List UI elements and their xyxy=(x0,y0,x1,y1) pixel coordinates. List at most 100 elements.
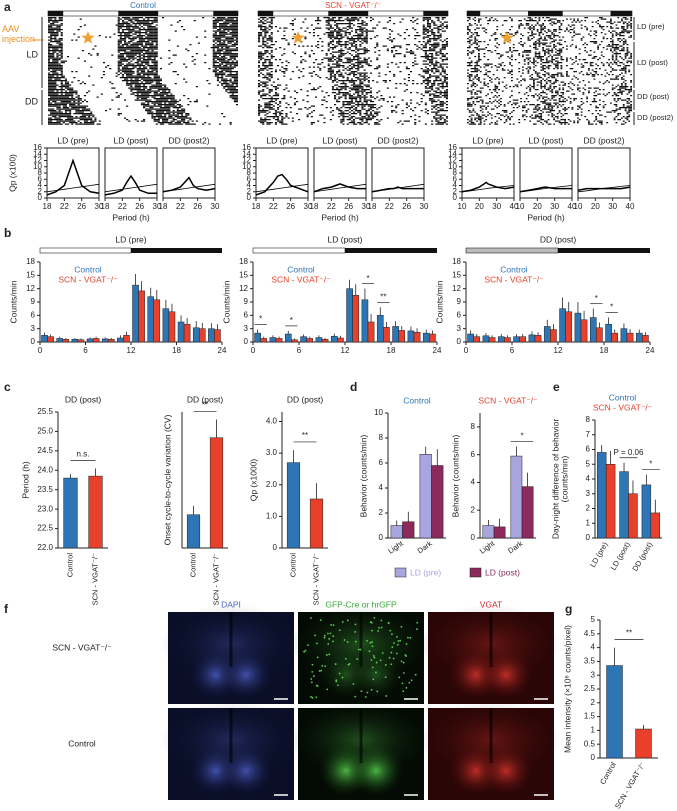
y-tick-label: 6 xyxy=(244,310,249,319)
x-tick-label: LD (post) xyxy=(609,540,632,572)
y-tick-label: 23.0 xyxy=(37,504,53,513)
legend-label: SCN - VGAT⁻/⁻ xyxy=(58,274,118,284)
bar xyxy=(199,328,206,343)
y-tick-label: 2 xyxy=(247,187,252,196)
cell xyxy=(371,641,373,643)
y-tick-label: 23.5 xyxy=(37,485,53,494)
bar xyxy=(413,331,421,343)
chart-title: DD (post) xyxy=(187,394,224,404)
cell xyxy=(370,688,373,691)
cell xyxy=(373,656,376,659)
annotation: P = 0.06 xyxy=(614,448,644,457)
legend-label: SCN - VGAT⁻/⁻ xyxy=(593,402,653,412)
cell xyxy=(357,648,360,651)
x-tick-label: 30 xyxy=(211,202,220,211)
cell xyxy=(335,679,338,682)
bar xyxy=(260,338,268,343)
panel-label: c xyxy=(4,380,11,394)
x-tick-label: 6 xyxy=(510,346,515,355)
bar xyxy=(77,339,85,343)
bar xyxy=(306,338,314,343)
significance-line xyxy=(461,185,515,193)
cell xyxy=(405,655,407,657)
periodogram-line xyxy=(46,158,100,196)
bar xyxy=(132,284,139,343)
y-tick-label: 2 xyxy=(38,187,43,196)
bar xyxy=(605,323,612,343)
cell xyxy=(311,670,314,673)
bar xyxy=(330,335,338,343)
x-tick-label: 24 xyxy=(646,346,655,355)
significance-line xyxy=(255,183,309,193)
x-tick-label: 18 xyxy=(172,346,181,355)
bar xyxy=(321,339,329,343)
y-tick-label: 24.5 xyxy=(37,446,53,455)
cell xyxy=(410,679,413,682)
bar xyxy=(650,512,661,539)
x-tick-label: 20 xyxy=(533,202,542,211)
x-tick-label: Control xyxy=(598,760,618,786)
cell xyxy=(304,649,307,652)
cell xyxy=(311,663,314,666)
periodogram-line xyxy=(104,174,157,196)
cell xyxy=(325,654,328,656)
cell xyxy=(370,659,373,661)
dark-phase xyxy=(345,248,437,253)
cell xyxy=(338,629,341,632)
periodogram-line xyxy=(519,186,572,193)
cell xyxy=(385,695,388,697)
bar xyxy=(71,339,79,343)
y-tick-label: 12 xyxy=(26,284,35,293)
y-tick-label: 14 xyxy=(242,149,251,158)
cell xyxy=(372,678,375,681)
x-tick-label: 40 xyxy=(626,202,635,211)
injection-star xyxy=(81,31,95,44)
bar xyxy=(521,486,534,539)
dark-bar xyxy=(328,11,369,16)
cell xyxy=(328,653,331,656)
cell xyxy=(310,681,313,684)
x-axis-label: Period (h) xyxy=(527,212,564,222)
chart-title: DD (post) xyxy=(540,234,577,244)
cell xyxy=(313,675,315,677)
cell xyxy=(380,626,383,629)
x-tick-label: 22 xyxy=(118,202,127,211)
y-tick-label: 9 xyxy=(31,297,36,306)
periodogram-line xyxy=(255,173,309,196)
panel-label: a xyxy=(4,0,11,14)
cell xyxy=(354,631,357,633)
x-tick-label: 10 xyxy=(458,202,467,211)
injection-star xyxy=(500,31,514,44)
chart-title: LD (post) xyxy=(114,135,149,145)
y-tick-label: 0 xyxy=(244,337,249,346)
y-tick-label: 4 xyxy=(591,643,596,652)
bar xyxy=(284,333,292,343)
cell xyxy=(402,672,405,674)
annotation: ** xyxy=(380,292,386,301)
x-tick-label: 24 xyxy=(218,346,227,355)
x-tick-label: 30 xyxy=(95,202,104,211)
x-tick-label: 30 xyxy=(304,202,313,211)
bar xyxy=(473,336,481,343)
significance-line xyxy=(371,183,425,193)
cell xyxy=(311,696,314,699)
bar xyxy=(392,326,399,343)
y-tick-label: 4 xyxy=(471,478,476,487)
x-tick-label: Light xyxy=(386,538,405,555)
bar xyxy=(315,337,323,343)
x-tick-label: 30 xyxy=(608,202,617,211)
x-tick-label: Dark xyxy=(506,539,524,556)
bar xyxy=(286,462,301,549)
y-tick-label: 2 xyxy=(591,698,596,707)
y-tick-label: 12 xyxy=(33,156,42,165)
x-axis-label: Period (h) xyxy=(112,212,149,222)
y-tick-label: 3 xyxy=(244,324,249,333)
chart-title: DD (post2) xyxy=(377,135,418,145)
bar xyxy=(419,454,432,539)
cell xyxy=(343,639,346,641)
cell xyxy=(314,634,316,637)
bar xyxy=(88,475,103,549)
cell xyxy=(400,660,403,663)
cell xyxy=(323,636,326,639)
cell xyxy=(310,696,312,698)
